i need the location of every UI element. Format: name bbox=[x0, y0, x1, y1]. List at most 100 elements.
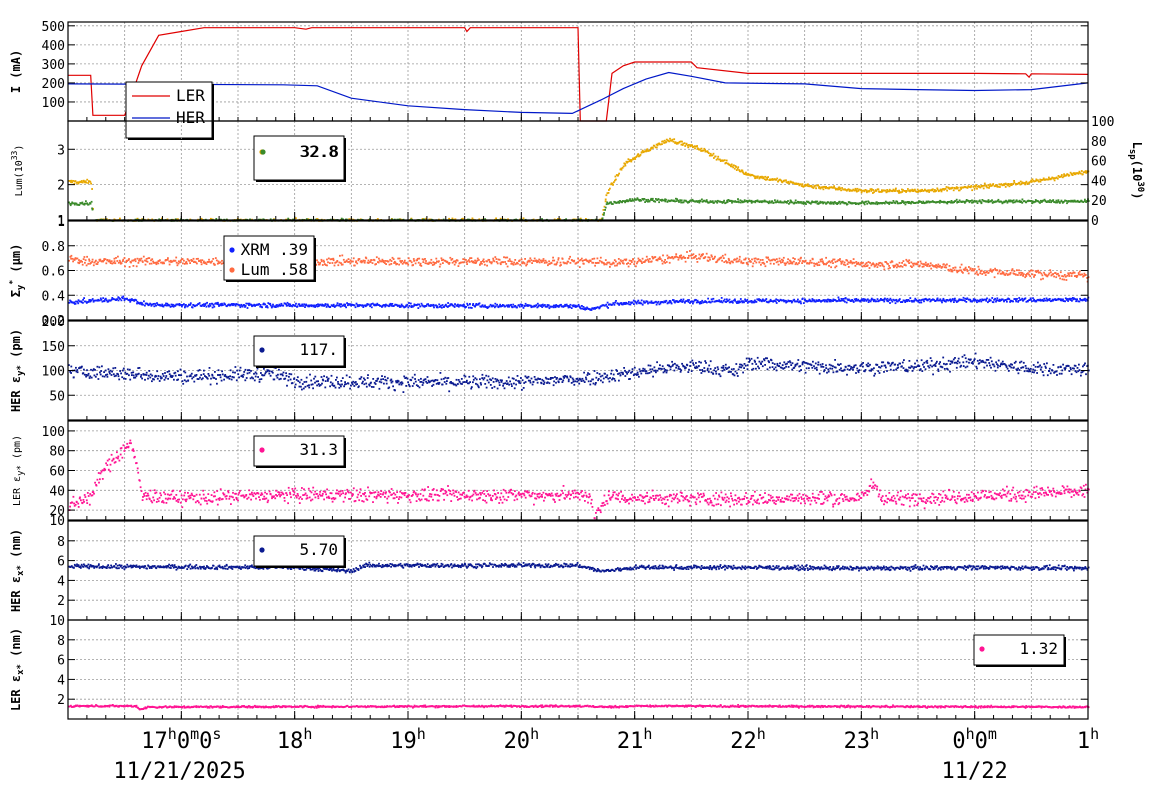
data-point bbox=[118, 375, 120, 377]
data-point bbox=[896, 201, 898, 203]
data-point bbox=[745, 172, 747, 174]
data-point bbox=[1026, 181, 1028, 183]
data-point bbox=[577, 261, 579, 263]
data-point bbox=[917, 261, 919, 263]
data-point bbox=[892, 261, 894, 263]
data-point bbox=[657, 260, 659, 262]
data-point bbox=[693, 253, 695, 255]
data-point bbox=[629, 260, 631, 262]
data-point bbox=[946, 190, 948, 192]
data-point bbox=[1068, 174, 1070, 176]
data-point bbox=[1037, 270, 1039, 272]
data-point bbox=[592, 262, 594, 264]
data-point bbox=[411, 261, 413, 263]
data-point bbox=[441, 257, 443, 259]
data-point bbox=[767, 176, 769, 178]
data-point bbox=[907, 188, 909, 190]
data-point bbox=[552, 257, 554, 259]
data-point bbox=[88, 373, 90, 375]
data-point bbox=[348, 258, 350, 260]
data-point bbox=[891, 202, 893, 204]
data-point bbox=[1074, 298, 1076, 300]
data-point bbox=[302, 305, 304, 307]
data-point bbox=[295, 217, 297, 219]
data-point bbox=[497, 263, 499, 265]
data-point bbox=[696, 258, 698, 260]
data-point bbox=[659, 256, 661, 258]
data-point bbox=[774, 199, 776, 201]
data-point bbox=[333, 304, 335, 306]
data-point bbox=[410, 303, 412, 305]
data-point bbox=[608, 192, 610, 194]
data-point bbox=[70, 372, 72, 374]
data-point bbox=[213, 306, 215, 308]
data-point bbox=[105, 370, 107, 372]
data-point bbox=[148, 370, 150, 372]
data-point bbox=[502, 261, 504, 263]
data-point bbox=[1015, 274, 1017, 276]
data-point bbox=[726, 160, 728, 162]
data-point bbox=[445, 304, 447, 306]
data-point bbox=[184, 307, 186, 309]
data-point bbox=[83, 258, 85, 260]
data-point bbox=[1039, 202, 1041, 204]
data-point bbox=[658, 301, 660, 303]
data-point bbox=[1015, 301, 1017, 303]
data-point bbox=[618, 202, 620, 204]
data-point bbox=[1063, 173, 1065, 175]
data-point bbox=[404, 262, 406, 264]
data-point bbox=[384, 260, 386, 262]
data-point bbox=[635, 265, 637, 267]
data-point bbox=[337, 302, 339, 304]
data-point bbox=[902, 200, 904, 202]
data-point bbox=[107, 376, 109, 378]
data-point bbox=[732, 262, 734, 264]
data-point bbox=[645, 259, 647, 261]
data-point bbox=[684, 257, 686, 259]
data-point bbox=[372, 262, 374, 264]
data-point bbox=[1049, 199, 1051, 201]
data-point bbox=[986, 187, 988, 189]
data-point bbox=[473, 262, 475, 264]
data-point bbox=[439, 266, 441, 268]
data-point bbox=[568, 258, 570, 260]
data-point bbox=[519, 306, 521, 308]
data-point bbox=[105, 262, 107, 264]
data-point bbox=[942, 300, 944, 302]
data-point bbox=[118, 262, 120, 264]
data-point bbox=[701, 300, 703, 302]
data-point bbox=[993, 301, 995, 303]
data-point bbox=[287, 218, 289, 220]
data-point bbox=[424, 258, 426, 260]
data-point bbox=[138, 373, 140, 375]
data-point bbox=[985, 300, 987, 302]
data-point bbox=[671, 256, 673, 258]
data-point bbox=[570, 262, 572, 264]
data-point bbox=[897, 265, 899, 267]
data-point bbox=[176, 262, 178, 264]
data-point bbox=[131, 374, 133, 376]
data-point bbox=[1007, 183, 1009, 185]
data-point bbox=[1042, 274, 1044, 276]
data-point bbox=[985, 274, 987, 276]
legend-value: Lum .58 bbox=[241, 260, 308, 279]
data-point bbox=[762, 259, 764, 261]
data-point bbox=[965, 267, 967, 269]
data-point bbox=[1028, 274, 1030, 276]
data-point bbox=[504, 261, 506, 263]
data-point bbox=[910, 262, 912, 264]
data-point bbox=[740, 260, 742, 262]
data-point bbox=[618, 173, 620, 175]
data-point bbox=[508, 304, 510, 306]
data-point bbox=[240, 306, 242, 308]
data-point bbox=[732, 167, 734, 169]
data-point bbox=[96, 374, 98, 376]
data-point bbox=[711, 301, 713, 303]
data-point bbox=[376, 256, 378, 258]
data-point bbox=[583, 306, 585, 308]
data-point bbox=[713, 258, 715, 260]
data-point bbox=[102, 375, 104, 377]
data-point bbox=[970, 185, 972, 187]
data-point bbox=[647, 201, 649, 203]
data-point bbox=[1043, 272, 1045, 274]
